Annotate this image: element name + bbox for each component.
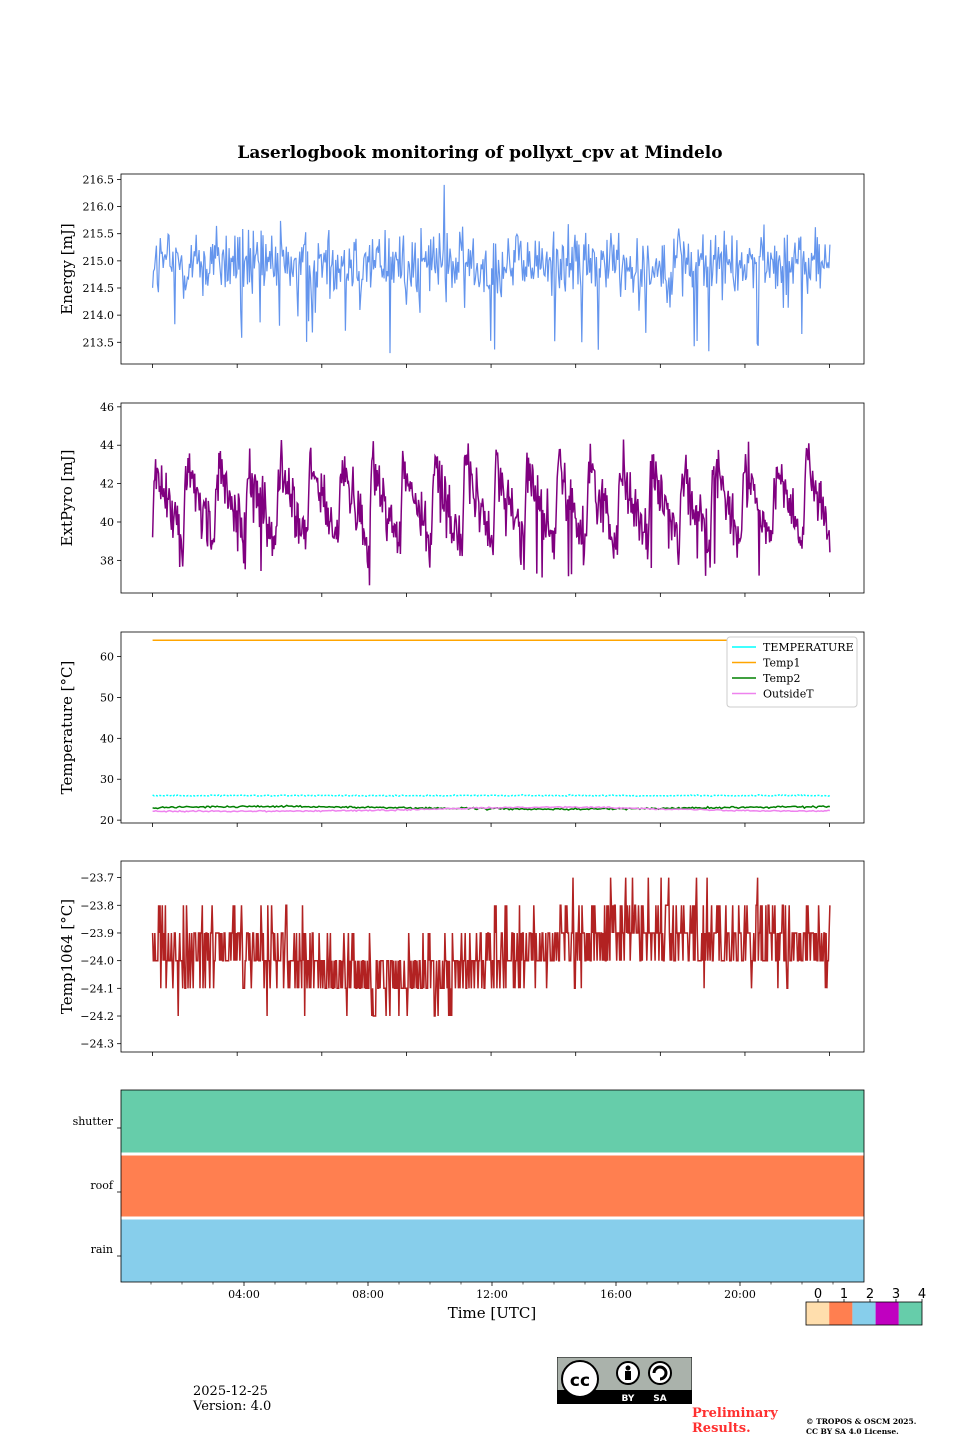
colorbar-cell-2 xyxy=(852,1302,876,1325)
cc-icon: cc xyxy=(570,1371,590,1391)
colorbar-label-2: 2 xyxy=(866,1287,874,1302)
y-tick-label-energy: 215.0 xyxy=(83,255,115,268)
copyright-notice: © TROPOS & OSCM 2025. CC BY SA 4.0 Licen… xyxy=(806,1417,916,1437)
colorbar: 0 1 2 3 4 xyxy=(805,1287,926,1326)
copyright-line1: © TROPOS & OSCM 2025. xyxy=(806,1417,917,1426)
status-label-rain: rain xyxy=(91,1243,113,1256)
y-tick-label-temperature: 50 xyxy=(100,691,114,704)
chart-panels: 213.5 214.0 214.5 215.0 215.5 216.0 216.5 Energ… xyxy=(58,173,865,1301)
status-bar-shutter xyxy=(121,1090,864,1154)
legend-label-temperature: TEMPERATURE xyxy=(763,641,854,654)
y-tick-label-temperature: 40 xyxy=(100,732,114,745)
y-tick-label-extpyro: 40 xyxy=(100,516,114,529)
y-axis-label-temperature: Temperature [°C] xyxy=(58,661,76,795)
status-label-roof: roof xyxy=(90,1179,114,1192)
legend-label-temp2: Temp2 xyxy=(763,672,800,685)
y-tick-label-extpyro: 42 xyxy=(100,478,114,491)
x-tick-label: 16:00 xyxy=(600,1288,632,1301)
y-tick-label-temp1064: −23.9 xyxy=(80,927,114,940)
panel-frame-temp1064 xyxy=(120,860,865,1053)
y-tick-label-temperature: 30 xyxy=(100,773,114,786)
panel-frame-temperature xyxy=(120,631,865,824)
colorbar-cell-0 xyxy=(806,1302,830,1325)
status-bar-roof xyxy=(121,1154,864,1218)
y-tick-label-energy: 213.5 xyxy=(83,336,115,349)
y-axis-label-temp1064: Temp1064 [°C] xyxy=(58,899,76,1014)
series-line-extpyro xyxy=(151,439,831,586)
y-tick-label-extpyro: 38 xyxy=(100,554,114,567)
colorbar-label-0: 0 xyxy=(814,1287,822,1302)
status-label-shutter: shutter xyxy=(73,1115,114,1128)
y-tick-label-energy: 215.5 xyxy=(83,228,115,241)
date-text: 2025-12-25 xyxy=(193,1384,268,1399)
y-tick-label-energy: 214.5 xyxy=(83,282,115,295)
footer-date-version: 2025-12-25 Version: 4.0 xyxy=(193,1384,271,1414)
y-tick-label-extpyro: 44 xyxy=(100,439,114,452)
y-tick-label-extpyro: 46 xyxy=(100,401,114,414)
panel-frame-extpyro xyxy=(120,402,865,594)
colorbar-label-1: 1 xyxy=(840,1287,848,1302)
y-tick-label-energy: 216.5 xyxy=(83,173,115,186)
y-tick-label-energy: 216.0 xyxy=(83,201,115,214)
y-tick-label-temperature: 20 xyxy=(100,814,114,827)
colorbar-frame xyxy=(805,1301,923,1326)
x-axis-label: Time [UTC] xyxy=(448,1304,537,1322)
y-tick-label-temp1064: −23.7 xyxy=(80,872,114,885)
colorbar-cell-3 xyxy=(875,1302,899,1325)
y-tick-label-temp1064: −24.1 xyxy=(80,982,114,995)
legend-box xyxy=(726,636,858,708)
colorbar-cell-4 xyxy=(898,1302,922,1325)
cc-license-badge: cc BY SA xyxy=(556,1356,693,1408)
x-tick-label: 20:00 xyxy=(724,1288,756,1301)
colorbar-label-3: 3 xyxy=(892,1287,900,1302)
y-axis-label-energy: Energy [mJ] xyxy=(58,223,76,314)
y-tick-label-energy: 214.0 xyxy=(83,309,115,322)
sa-label: SA xyxy=(653,1394,666,1404)
y-tick-label-temp1064: −23.8 xyxy=(80,899,114,912)
x-tick-label: 12:00 xyxy=(476,1288,508,1301)
panel-frame-energy xyxy=(120,173,865,365)
legend-label-outsidet: OutsideT xyxy=(763,688,814,701)
status-bar-rain xyxy=(121,1218,864,1282)
y-tick-label-temp1064: −24.0 xyxy=(80,955,114,968)
y-tick-label-temperature: 60 xyxy=(100,651,114,664)
x-tick-label: 04:00 xyxy=(228,1288,260,1301)
chart-title: Laserlogbook monitoring of pollyxt_cpv a… xyxy=(237,143,722,163)
panel-frame-status xyxy=(120,1089,865,1283)
series-line-outsidet xyxy=(152,805,830,813)
sa-share-icon xyxy=(648,1361,672,1385)
preliminary-notice: Preliminary Results. xyxy=(692,1406,778,1436)
copyright-line2: CC BY SA 4.0 License. xyxy=(806,1427,899,1436)
preliminary-line2: Results. xyxy=(692,1421,751,1436)
series-line-energy xyxy=(152,184,831,354)
colorbar-label-4: 4 xyxy=(918,1287,926,1302)
x-tick-label: 08:00 xyxy=(352,1288,384,1301)
y-tick-label-temp1064: −24.3 xyxy=(80,1038,114,1051)
y-axis-label-extpyro: ExtPyro [mJ] xyxy=(58,450,76,547)
series-line-temperature xyxy=(152,793,831,798)
legend-label-temp1: Temp1 xyxy=(763,657,800,670)
by-label: BY xyxy=(622,1394,635,1404)
version-text: Version: 4.0 xyxy=(193,1399,272,1414)
y-tick-label-temp1064: −24.2 xyxy=(80,1010,114,1023)
preliminary-line1: Preliminary xyxy=(692,1406,778,1421)
series-line-temp1064 xyxy=(151,877,831,1017)
colorbar-cell-1 xyxy=(829,1302,853,1325)
